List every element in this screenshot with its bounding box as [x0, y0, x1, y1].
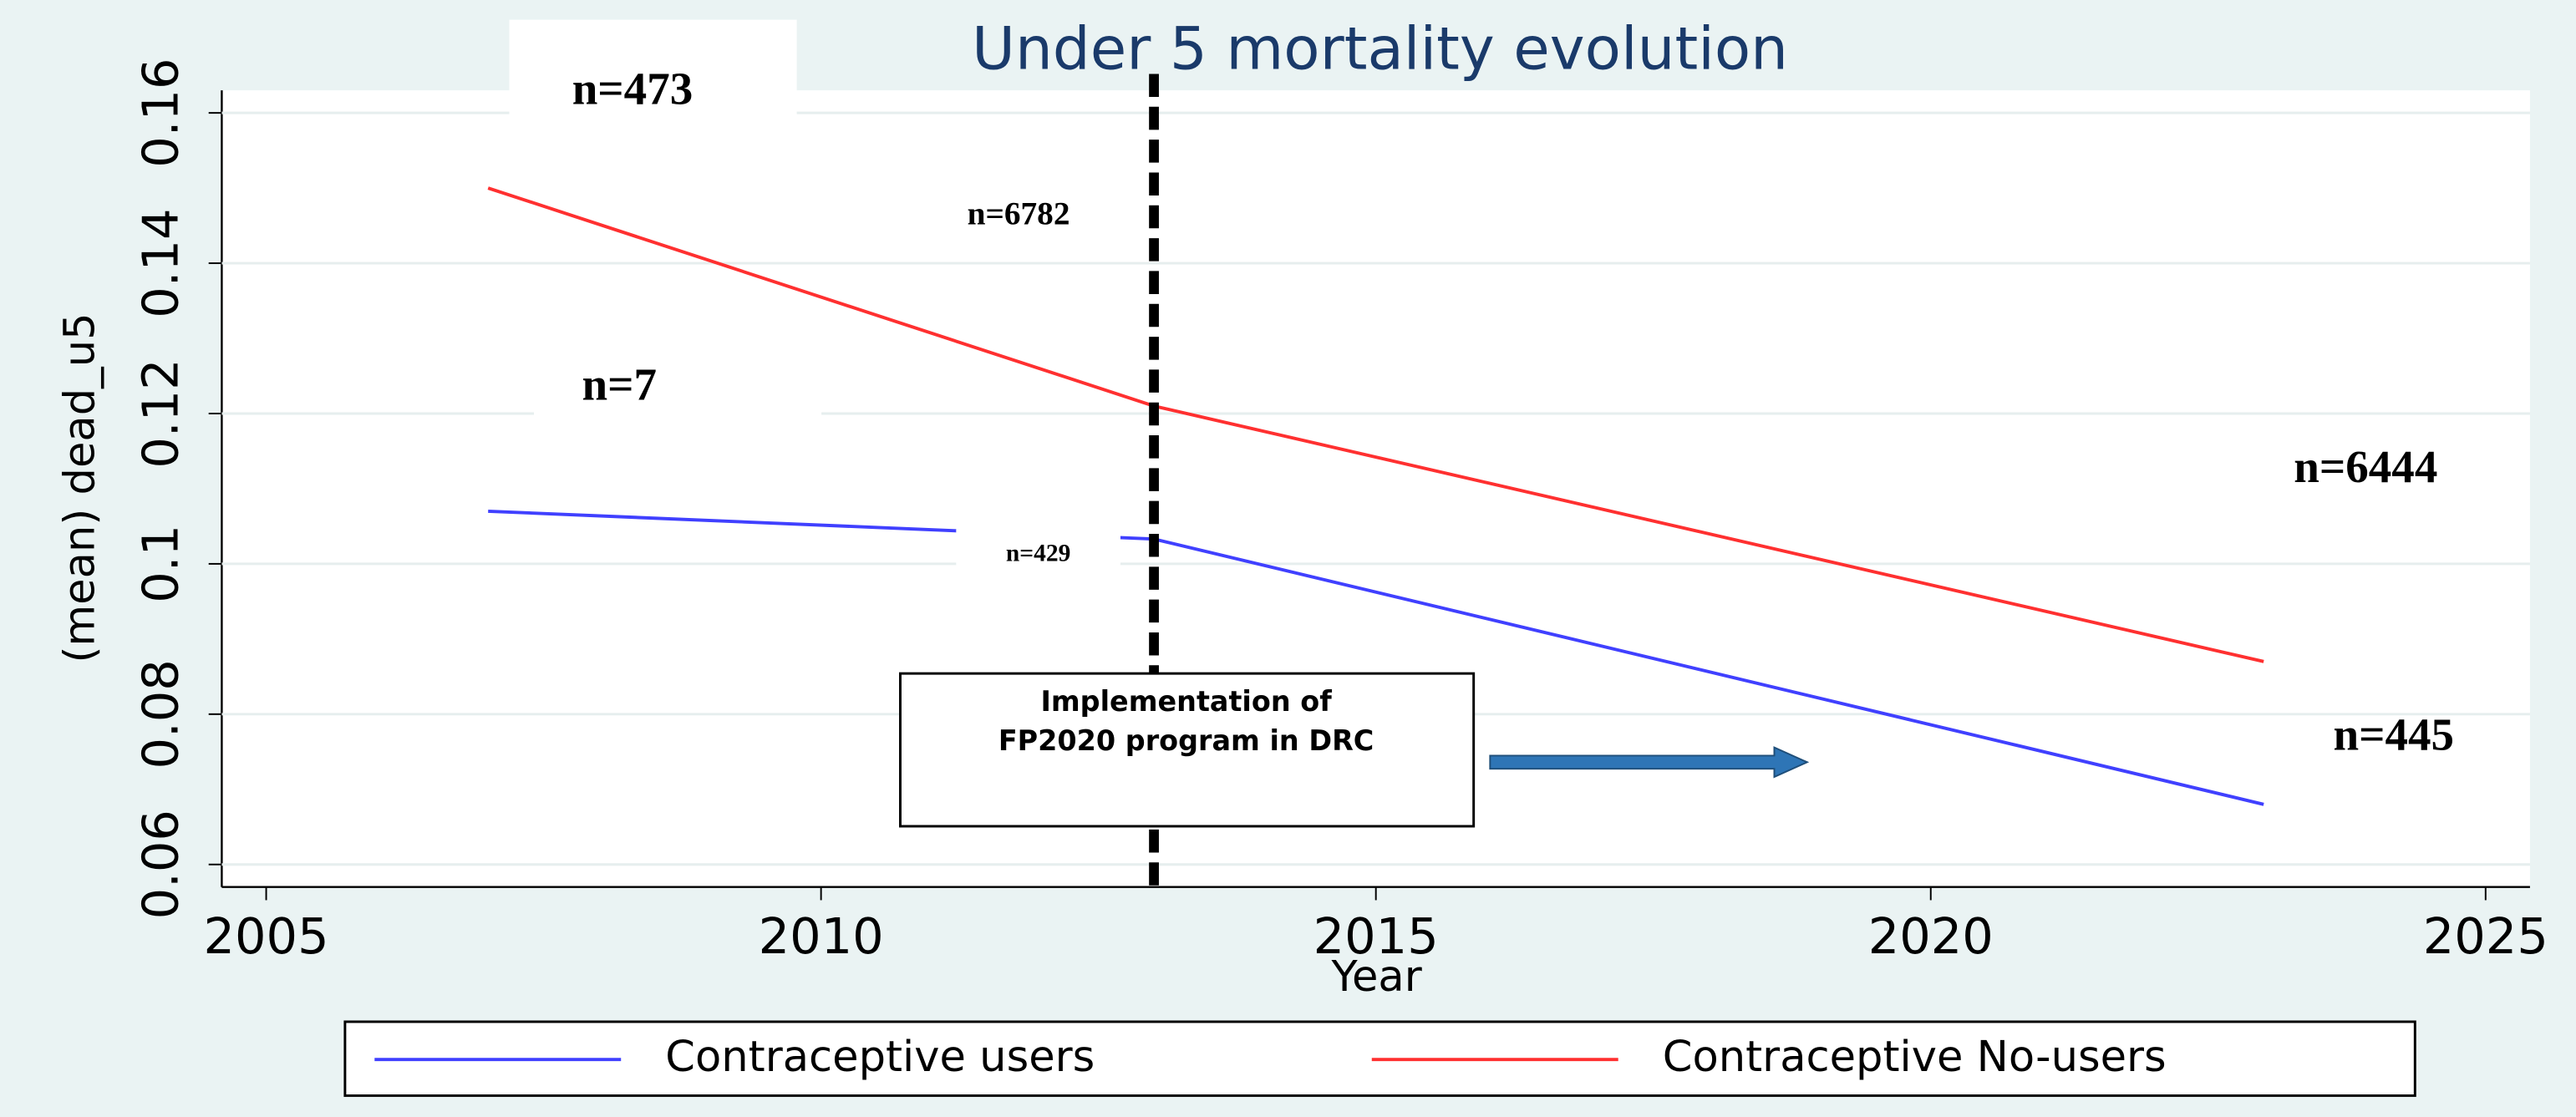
annotation: n=6782: [968, 195, 1070, 232]
legend-label: Contraceptive users: [665, 1033, 1095, 1082]
x-tick-label: 2025: [2423, 907, 2548, 965]
x-axis-label: Year: [1331, 952, 1423, 1002]
annotation-background: [534, 353, 822, 423]
annotation: n=429: [1006, 540, 1070, 566]
annotation-background: [509, 19, 797, 165]
annotation: n=7: [582, 359, 657, 410]
y-tick-label: 0.16: [132, 58, 190, 167]
y-tick-label: 0.08: [132, 659, 190, 769]
annotation: n=6444: [2294, 441, 2437, 492]
legend-items: Contraceptive users Contraceptive No-user…: [374, 1033, 2167, 1082]
annotation-background: [956, 529, 1120, 582]
y-tick-label: 0.14: [132, 208, 190, 317]
annotation: n=445: [2333, 708, 2454, 759]
x-tick-label: 2015: [1313, 907, 1439, 965]
x-tick-label: 2020: [1868, 907, 1994, 965]
chart-title: Under 5 mortality evolution: [972, 13, 1788, 83]
overlay: n=473 n=6782 n=7 n=429 n=6444 n=445 Implementa…: [509, 19, 2454, 887]
y-axis-label: (mean) dead_u5: [55, 312, 104, 663]
program-box-text: FP2020 program in DRC: [998, 724, 1374, 757]
annotation: n=473: [572, 63, 694, 114]
program-box: [899, 672, 1476, 828]
program-box-text: Implementation of: [1040, 685, 1332, 718]
y-tick-label: 0.12: [132, 358, 190, 468]
y-tick-label: 0.06: [132, 810, 190, 919]
x-tick-label: 2005: [204, 907, 329, 965]
x-tick-label: 2010: [759, 907, 884, 965]
arrow: [1489, 746, 1810, 779]
y-tick-label: 0.1: [132, 525, 190, 603]
legend-label: Contraceptive No-users: [1663, 1033, 2167, 1082]
